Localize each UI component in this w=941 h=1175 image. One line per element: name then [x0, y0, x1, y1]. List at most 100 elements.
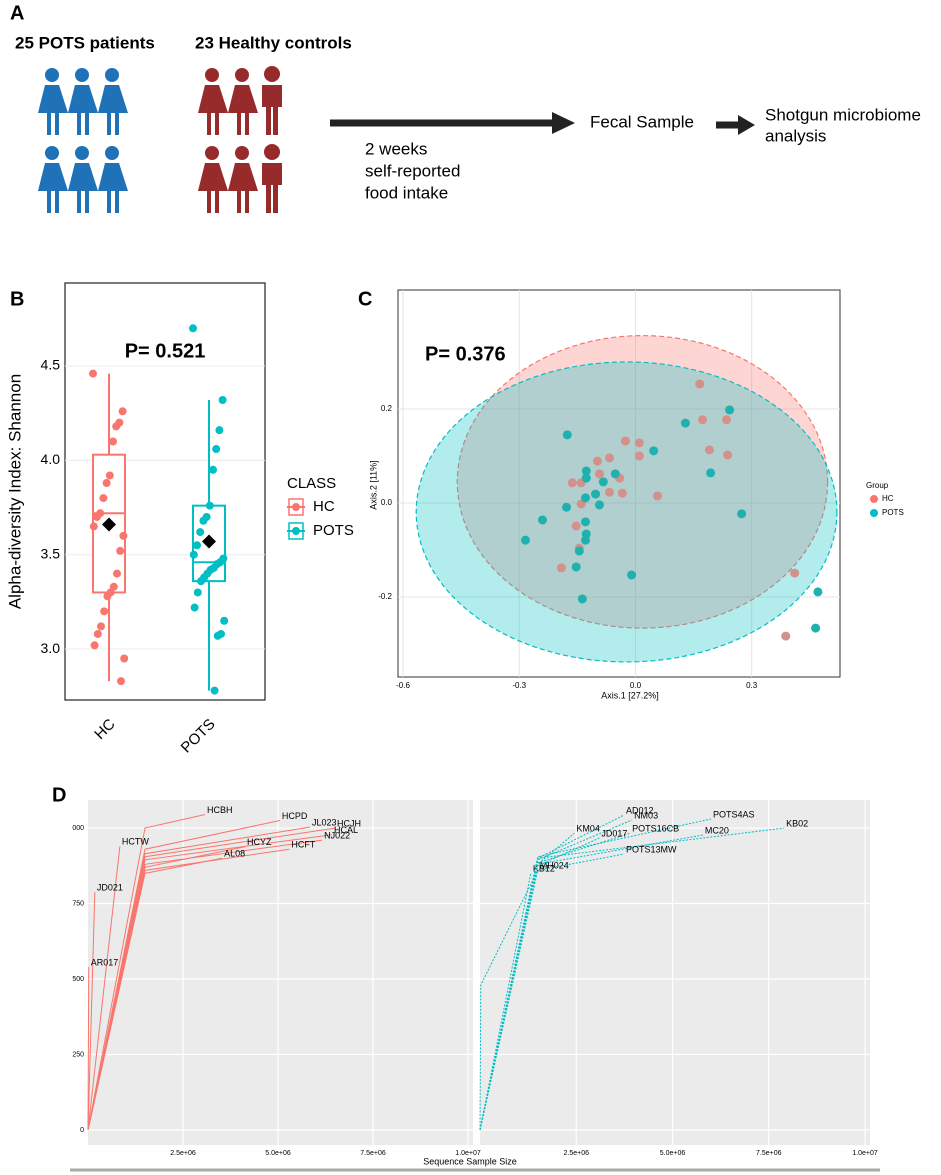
x-tick-label: 5.0e+06: [660, 1150, 686, 1157]
point: [781, 631, 791, 641]
point: [706, 468, 716, 478]
x-tick-label: 0.0: [630, 681, 642, 690]
step-text: self-reported: [365, 161, 460, 180]
plot-area: [397, 289, 841, 678]
point: [520, 535, 530, 545]
point: [197, 577, 205, 586]
point: [220, 616, 229, 625]
point: [103, 592, 112, 601]
legend-swatch: [292, 527, 300, 535]
point: [97, 622, 105, 631]
point: [120, 654, 129, 663]
point: [605, 487, 615, 497]
point: [695, 379, 705, 389]
x-tick-label: 1.0e+07: [455, 1150, 481, 1157]
legend-swatch: [292, 503, 300, 511]
curve-label: HCJH: [337, 818, 361, 828]
point: [571, 562, 581, 572]
point: [580, 535, 590, 545]
point: [627, 570, 637, 580]
point: [212, 445, 221, 454]
mean: [102, 517, 116, 532]
panel-label: C: [358, 288, 372, 310]
legend-label: POTS: [882, 508, 904, 517]
y-tick-label: -0.2: [378, 592, 392, 601]
point: [680, 418, 690, 428]
step-text: 2 weeks: [365, 139, 427, 158]
rarefaction-curve: [87, 892, 96, 1130]
y-tick-label: 4.5: [41, 357, 61, 373]
rarefaction-curve: [479, 873, 532, 1131]
rarefaction-curve: [87, 814, 206, 1131]
curve-label: AR017: [91, 957, 119, 967]
curve-label: KB12: [533, 864, 555, 874]
point: [813, 587, 823, 597]
point: [199, 516, 208, 525]
group-title: 25 POTS patients: [15, 33, 155, 52]
arrow: [330, 112, 575, 134]
mean: [202, 534, 216, 549]
point: [118, 407, 127, 416]
point: [605, 453, 615, 463]
rarefaction-curve: [479, 870, 539, 1130]
curve-label: KB02: [786, 818, 808, 828]
point: [634, 438, 644, 448]
point: [210, 686, 219, 695]
curve-label: HCFT: [291, 840, 315, 850]
point: [649, 446, 659, 456]
curve-label: JD021: [97, 882, 123, 892]
curve-label: JL023: [312, 818, 337, 828]
point: [89, 369, 97, 378]
point: [653, 491, 663, 501]
point: [113, 569, 121, 578]
point: [190, 603, 199, 612]
point: [93, 629, 102, 638]
point: [537, 515, 547, 525]
step-text: Fecal Sample: [590, 112, 694, 131]
point: [189, 324, 197, 333]
legend-swatch: [870, 495, 878, 503]
point: [193, 541, 201, 550]
panel-label: B: [10, 288, 24, 310]
point: [617, 488, 627, 498]
point: [704, 445, 714, 455]
curve-label: KM04: [576, 824, 600, 834]
point: [109, 437, 117, 446]
point: [581, 473, 591, 483]
point: [218, 395, 227, 404]
point: [610, 469, 620, 479]
point: [116, 546, 125, 555]
point: [594, 469, 604, 479]
y-tick-label: 500: [72, 976, 84, 983]
legend-swatch: [870, 509, 878, 517]
curve-label: POTS4AS: [713, 809, 755, 819]
legend-swatch: [288, 498, 304, 516]
x-tick-label: -0.6: [396, 681, 410, 690]
curve-label: POTS13MW: [626, 844, 677, 854]
x-tick-label: 2.5e+06: [563, 1150, 589, 1157]
point: [562, 430, 572, 440]
panel-label: A: [10, 2, 24, 24]
point: [562, 502, 572, 512]
step-text: analysis: [765, 126, 826, 145]
point: [598, 477, 608, 487]
point: [100, 607, 109, 616]
point: [89, 522, 98, 531]
x-tick-label: 7.5e+06: [756, 1150, 782, 1157]
x-axis-label: Sequence Sample Size: [423, 1156, 517, 1166]
point: [112, 422, 121, 431]
point: [620, 436, 630, 446]
point: [215, 426, 224, 435]
y-tick-label: 250: [72, 1051, 84, 1058]
point: [594, 500, 604, 510]
point: [571, 521, 581, 531]
point: [105, 471, 114, 480]
point: [213, 631, 222, 640]
group-title: 23 Healthy controls: [195, 33, 352, 52]
point: [102, 479, 111, 488]
step-text: Shotgun microbiome: [765, 105, 921, 124]
curve-label: HCPD: [282, 811, 308, 821]
point: [591, 489, 601, 499]
point: [556, 563, 566, 573]
